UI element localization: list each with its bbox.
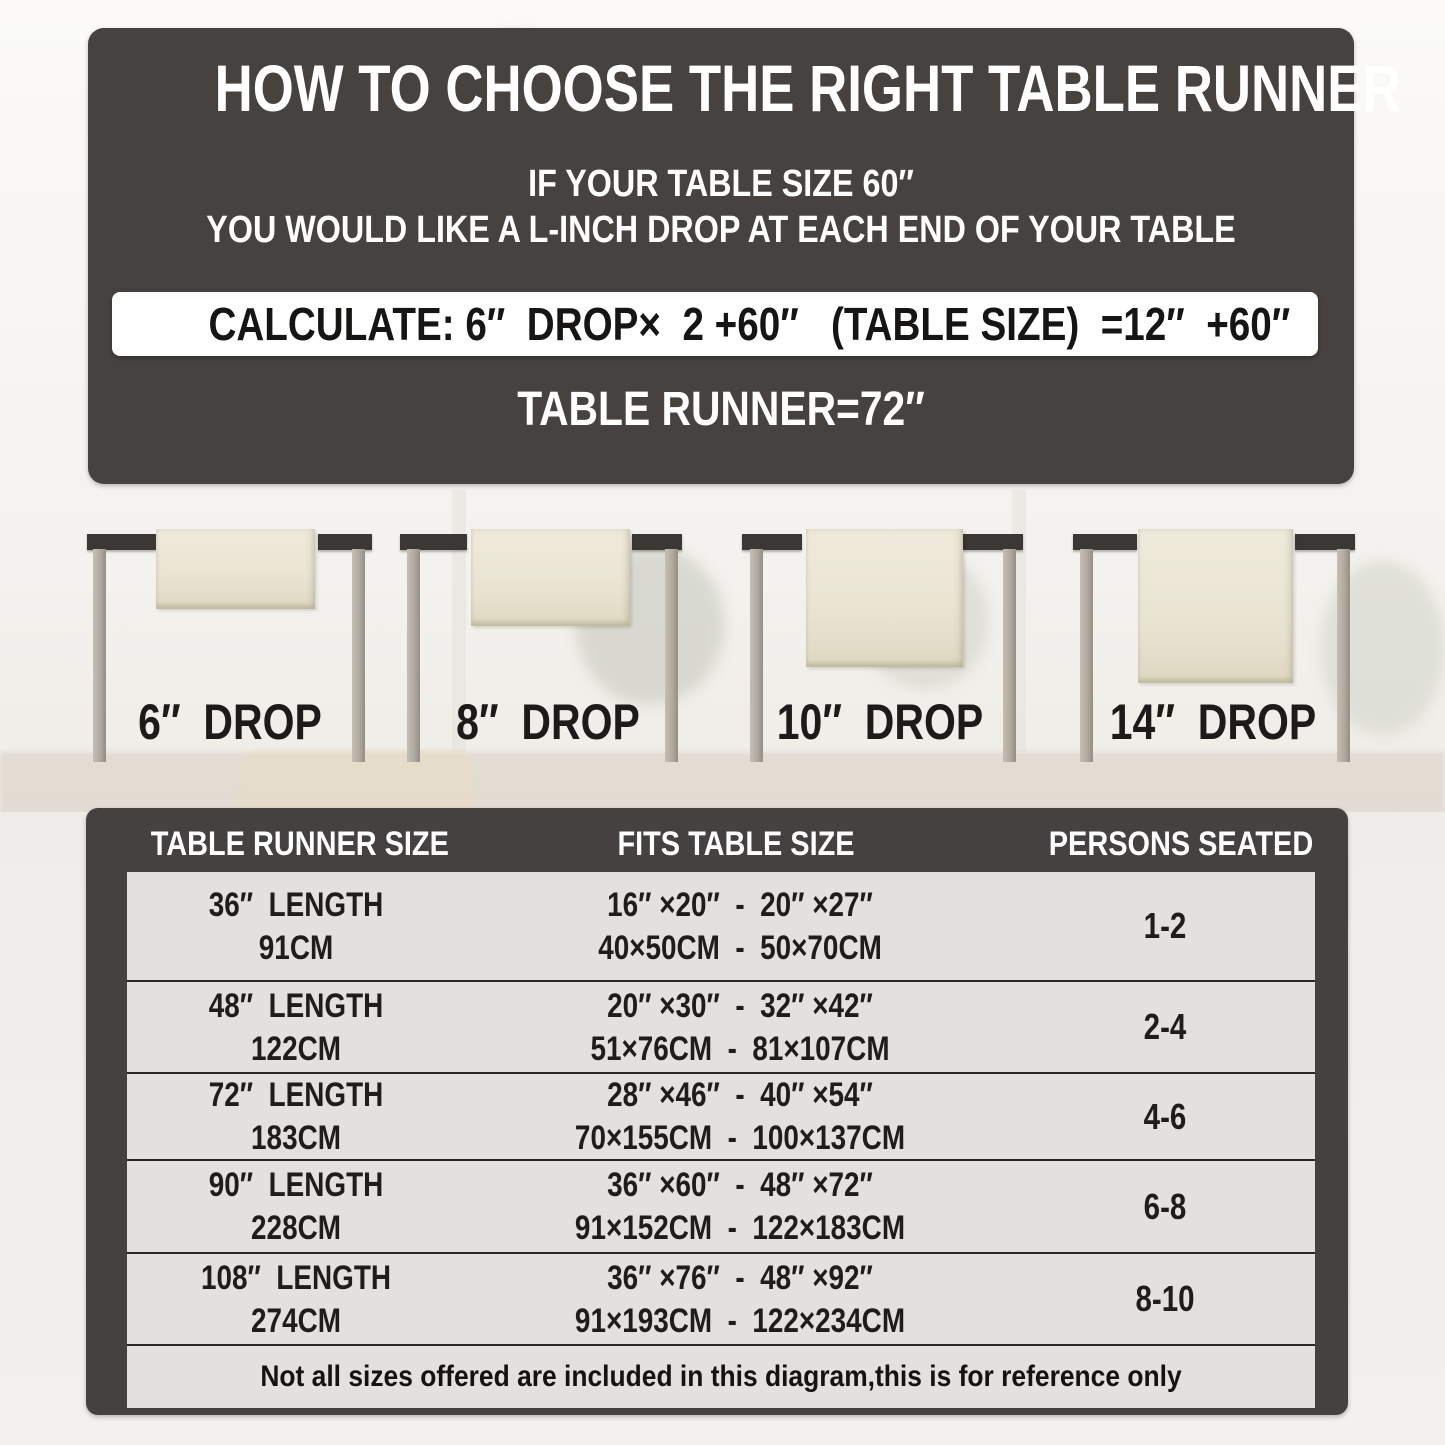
- window-frame-bar: [452, 490, 466, 752]
- fits-size-cm: 91×193CM - 122×234CM: [574, 1301, 906, 1340]
- table-runner-drape: [806, 529, 963, 667]
- subtitle-line-2: YOU WOULD LIKE A L-INCH DROP AT EACH END…: [206, 209, 1236, 251]
- tabletop-right-segment: [318, 534, 372, 550]
- cell-persons: 4-6: [1015, 1095, 1315, 1137]
- cell-fits-size: 28″ ×46″ - 40″ ×54″ 70×155CM - 100×137CM: [465, 1078, 1015, 1155]
- chart-body: 36″ LENGTH 91CM 16″ ×20″ - 20″ ×27″ 40×5…: [127, 872, 1315, 1408]
- table-row: 108″ LENGTH 274CM 36″ ×76″ - 48″ ×92″ 91…: [127, 1252, 1315, 1344]
- cell-runner-size: 108″ LENGTH 274CM: [127, 1261, 465, 1338]
- note-text: Not all sizes offered are included in th…: [260, 1360, 1182, 1393]
- cell-fits-size: 20″ ×30″ - 32″ ×42″ 51×76CM - 81×107CM: [465, 989, 1015, 1066]
- runner-size-inches: 36″ LENGTH: [208, 885, 384, 924]
- persons-value: 8-10: [1135, 1278, 1195, 1319]
- cell-persons: 6-8: [1015, 1185, 1315, 1227]
- tabletop-left-segment: [87, 534, 156, 550]
- table-runner-drape: [471, 529, 630, 626]
- runner-size-cm: 122CM: [251, 1029, 341, 1068]
- runner-size-cm: 228CM: [251, 1209, 341, 1247]
- runner-size-cm: 274CM: [251, 1301, 341, 1340]
- persons-value: 6-8: [1143, 1185, 1187, 1227]
- table-leg-left: [407, 549, 420, 762]
- formula-text: CALCULATE: 6″ DROP× 2 +60″ (TABLE SIZE) …: [208, 298, 1291, 350]
- result-text: TABLE RUNNER=72″: [517, 383, 925, 436]
- tabletop-left-segment: [400, 534, 467, 550]
- persons-value: 4-6: [1143, 1095, 1187, 1137]
- header-panel: HOW TO CHOOSE THE RIGHT TABLE RUNNER IF …: [88, 28, 1401, 484]
- page-title: HOW TO CHOOSE THE RIGHT TABLE RUNNER: [214, 51, 1401, 125]
- cell-runner-size: 36″ LENGTH 91CM: [127, 888, 465, 965]
- fits-size-inches: 28″ ×46″ - 40″ ×54″: [607, 1076, 873, 1114]
- fits-size-inches: 36″ ×76″ - 48″ ×92″: [607, 1258, 873, 1297]
- runner-size-inches: 72″ LENGTH: [208, 1076, 384, 1114]
- tabletop-right-segment: [963, 534, 1023, 550]
- drop-label: 6″ DROP: [138, 694, 322, 750]
- table-leg-left: [1080, 549, 1093, 762]
- table-row: 90″ LENGTH 228CM 36″ ×60″ - 48″ ×72″ 91×…: [127, 1159, 1315, 1252]
- chart-header-runner-size: TABLE RUNNER SIZE: [150, 825, 449, 863]
- tabletop-left-segment: [1073, 534, 1137, 550]
- subtitle-line-1: IF YOUR TABLE SIZE 60″: [528, 163, 914, 205]
- cell-runner-size: 48″ LENGTH 122CM: [127, 989, 465, 1066]
- drop-label: 14″ DROP: [1109, 694, 1317, 750]
- table-row: 36″ LENGTH 91CM 16″ ×20″ - 20″ ×27″ 40×5…: [127, 872, 1315, 980]
- chart-header-fits-size: FITS TABLE SIZE: [617, 825, 855, 863]
- table-row: 48″ LENGTH 122CM 20″ ×30″ - 32″ ×42″ 51×…: [127, 980, 1315, 1072]
- drop-diagram: 6″ DROP 8″ DROP 10″ DROP 14″ DROP: [87, 529, 1355, 762]
- table-leg-right: [352, 549, 365, 762]
- fits-size-cm: 51×76CM - 81×107CM: [590, 1029, 890, 1068]
- tabletop-right-segment: [632, 534, 682, 550]
- fits-size-inches: 16″ ×20″ - 20″ ×27″: [607, 885, 873, 924]
- cell-runner-size: 90″ LENGTH 228CM: [127, 1168, 465, 1245]
- persons-value: 1-2: [1143, 905, 1187, 946]
- runner-size-inches: 90″ LENGTH: [208, 1166, 384, 1204]
- cell-fits-size: 36″ ×76″ - 48″ ×92″ 91×193CM - 122×234CM: [465, 1261, 1015, 1338]
- tabletop-left-segment: [742, 534, 802, 550]
- table-runner-drape: [1138, 529, 1293, 683]
- runner-size-cm: 183CM: [251, 1119, 341, 1157]
- cell-persons: 1-2: [1015, 908, 1315, 944]
- tabletop-right-segment: [1295, 534, 1355, 550]
- runner-size-cm: 91CM: [258, 928, 334, 967]
- fits-size-inches: 20″ ×30″ - 32″ ×42″: [607, 986, 873, 1025]
- persons-value: 2-4: [1143, 1006, 1187, 1047]
- table-leg-left: [93, 549, 106, 762]
- runner-size-inches: 48″ LENGTH: [208, 986, 384, 1025]
- cell-fits-size: 36″ ×60″ - 48″ ×72″ 91×152CM - 122×183CM: [465, 1168, 1015, 1245]
- fits-size-cm: 91×152CM - 122×183CM: [574, 1209, 906, 1247]
- cell-persons: 2-4: [1015, 1009, 1315, 1045]
- cell-persons: 8-10: [1015, 1281, 1315, 1317]
- size-chart: TABLE RUNNER SIZE FITS TABLE SIZE PERSON…: [86, 808, 1348, 1415]
- fits-size-cm: 70×155CM - 100×137CM: [574, 1119, 906, 1157]
- formula-band: CALCULATE: 6″ DROP× 2 +60″ (TABLE SIZE) …: [112, 292, 1318, 356]
- table-runner-drape: [156, 529, 315, 609]
- runner-size-inches: 108″ LENGTH: [201, 1258, 391, 1297]
- table-leg-right: [665, 549, 678, 762]
- cell-fits-size: 16″ ×20″ - 20″ ×27″ 40×50CM - 50×70CM: [465, 888, 1015, 965]
- table-leg-right: [1337, 549, 1350, 762]
- chart-header-persons: PERSONS SEATED: [1048, 825, 1314, 863]
- table-leg-left: [750, 549, 763, 762]
- chart-note: Not all sizes offered are included in th…: [127, 1344, 1315, 1408]
- fits-size-inches: 36″ ×60″ - 48″ ×72″: [607, 1166, 873, 1204]
- drop-label: 8″ DROP: [456, 694, 640, 750]
- drop-label: 10″ DROP: [776, 694, 984, 750]
- cell-runner-size: 72″ LENGTH 183CM: [127, 1078, 465, 1155]
- fits-size-cm: 40×50CM - 50×70CM: [598, 928, 882, 967]
- table-row: 72″ LENGTH 183CM 28″ ×46″ - 40″ ×54″ 70×…: [127, 1072, 1315, 1159]
- table-leg-right: [1003, 549, 1016, 762]
